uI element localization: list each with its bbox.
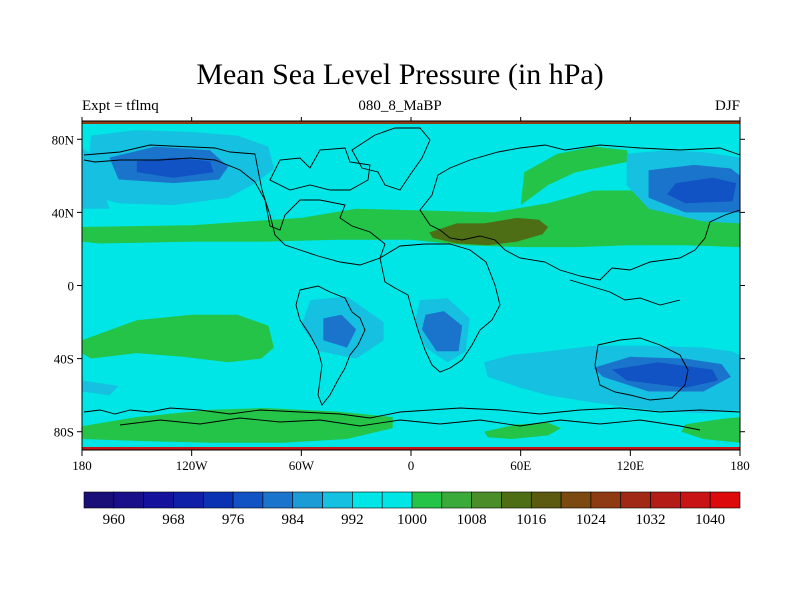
colorbar-swatch-11 bbox=[411, 491, 443, 509]
contour-region-976-20 bbox=[136, 157, 214, 178]
coastline-africa bbox=[379, 243, 501, 373]
contour-region-984-18 bbox=[422, 311, 463, 352]
contour-region-976-21 bbox=[666, 177, 737, 204]
colorbar-swatch-17 bbox=[590, 491, 622, 509]
colorbar-label-4: 992 bbox=[341, 512, 364, 528]
colorbar-swatch-19 bbox=[650, 491, 681, 509]
contour-region-1016-7 bbox=[429, 217, 549, 246]
colorbar-swatch-18 bbox=[620, 491, 651, 509]
coastline-australia bbox=[594, 337, 689, 401]
period-label: 080_8_MaBP bbox=[358, 98, 442, 114]
coastline-greenland bbox=[351, 127, 431, 191]
colorbar-swatch-4 bbox=[202, 491, 234, 509]
experiment-label: Expt = tflmq bbox=[82, 98, 159, 114]
coastline-eurasia bbox=[419, 144, 740, 281]
colorbar-swatch-21 bbox=[709, 491, 741, 509]
south-edge-band bbox=[82, 447, 740, 450]
colorbar-swatch-8 bbox=[322, 491, 353, 509]
contour-region-976-22 bbox=[612, 362, 719, 388]
colorbar-swatch-1 bbox=[113, 491, 144, 509]
colorbar-swatch-2 bbox=[143, 491, 174, 509]
colorbar-swatch-6 bbox=[262, 491, 294, 509]
contour-region-984-17 bbox=[323, 314, 357, 348]
x-tick-label-5: 120E bbox=[617, 458, 645, 473]
north-edge-band bbox=[82, 121, 740, 124]
y-tick-label-3: 40S bbox=[54, 352, 74, 367]
colorbar-swatch-13 bbox=[471, 491, 502, 509]
contour-region-1008-5 bbox=[484, 422, 561, 439]
colorbar-label-2: 976 bbox=[222, 512, 245, 528]
coastline-south-america bbox=[295, 285, 366, 406]
y-tick-label-1: 40N bbox=[52, 205, 75, 220]
contour-region-992-10 bbox=[82, 148, 110, 209]
contour-region-992-14 bbox=[82, 380, 119, 396]
colorbar-swatch-9 bbox=[352, 491, 383, 509]
colorbar-label-9: 1032 bbox=[636, 512, 666, 528]
contour-fill-layer bbox=[82, 121, 740, 450]
x-tick-label-3: 0 bbox=[408, 458, 415, 473]
axis-layer: 180 120W 60W 0 60E 120E 180 80N 40N 0 40S 80S bbox=[52, 117, 750, 473]
coastline-antarctica bbox=[83, 407, 740, 419]
colorbar-label-1: 968 bbox=[162, 512, 185, 528]
contour-region-1008-3 bbox=[82, 314, 274, 363]
colorbar-label-5: 1000 bbox=[397, 512, 427, 528]
colorbar: 960 968 976 984 992 1000 1008 1016 1024 1032 1040 bbox=[83, 491, 741, 528]
colorbar-swatch-5 bbox=[232, 491, 264, 509]
colorbar-label-10: 1040 bbox=[695, 512, 725, 528]
coastline-indonesia bbox=[569, 279, 681, 306]
colorbar-label-7: 1016 bbox=[516, 512, 547, 528]
coastline-antarctica-inner bbox=[119, 417, 701, 431]
x-tick-label-2: 60W bbox=[289, 458, 315, 473]
x-tick-label-1: 120W bbox=[176, 458, 209, 473]
x-tick-label-0: 180 bbox=[72, 458, 92, 473]
colorbar-label-0: 960 bbox=[103, 512, 126, 528]
contour-region-1008-6 bbox=[681, 417, 740, 443]
colorbar-swatch-3 bbox=[173, 491, 204, 509]
colorbar-swatch-20 bbox=[680, 491, 711, 509]
contour-region-1008-2 bbox=[520, 146, 631, 206]
y-tick-label-0: 80N bbox=[52, 132, 75, 147]
colorbar-swatch-15 bbox=[530, 491, 562, 509]
chart-title: Mean Sea Level Pressure (in hPa) bbox=[196, 58, 604, 91]
contour-region-1008-4 bbox=[82, 408, 393, 443]
colorbar-label-3: 984 bbox=[281, 512, 304, 528]
coastline-layer bbox=[83, 127, 740, 431]
y-tick-label-4: 80S bbox=[54, 425, 74, 440]
contour-region-1008-1 bbox=[82, 190, 740, 248]
x-tick-label-4: 60E bbox=[510, 458, 531, 473]
y-tick-label-2: 0 bbox=[68, 279, 75, 294]
colorbar-swatch-0 bbox=[83, 491, 115, 509]
colorbar-swatch-12 bbox=[441, 491, 472, 509]
colorbar-swatch-16 bbox=[560, 491, 592, 509]
colorbar-label-8: 1024 bbox=[576, 512, 607, 528]
colorbar-swatch-10 bbox=[381, 491, 413, 509]
colorbar-swatch-14 bbox=[501, 491, 532, 509]
coastline-north-america bbox=[83, 144, 386, 266]
season-label: DJF bbox=[714, 98, 740, 114]
x-tick-label-6: 180 bbox=[730, 458, 750, 473]
colorbar-label-6: 1008 bbox=[457, 512, 487, 528]
colorbar-swatch-7 bbox=[292, 491, 323, 509]
